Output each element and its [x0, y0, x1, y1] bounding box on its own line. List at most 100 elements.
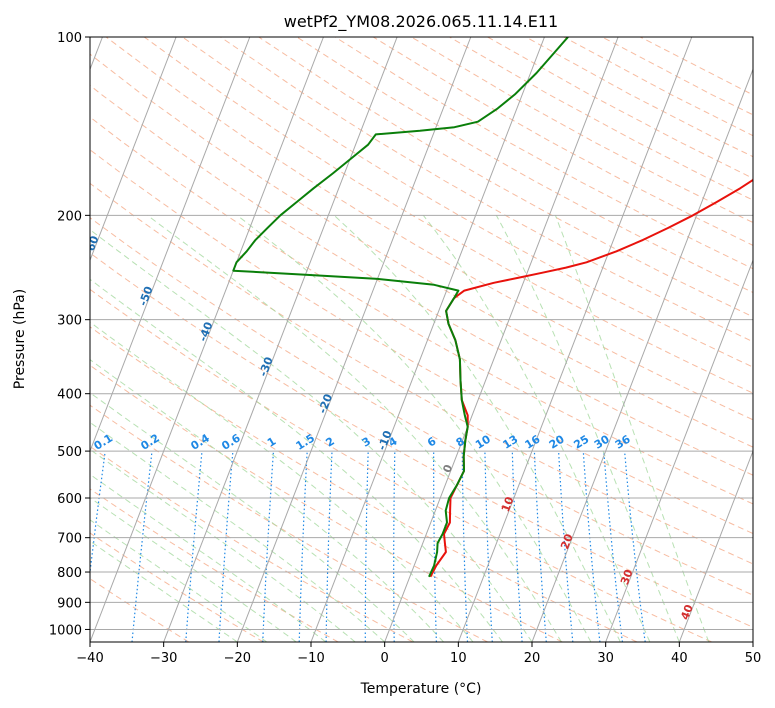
dry-adiabat [90, 326, 638, 642]
x-tick-label: −10 [297, 651, 324, 666]
moist-adiabat [90, 358, 444, 642]
y-tick-label: 400 [57, 388, 82, 403]
isotherm-line [605, 258, 753, 642]
y-tick-label: 800 [57, 566, 82, 581]
mixing-ratio-line [533, 451, 547, 642]
moist-adiabat [90, 497, 297, 642]
x-tick-label: 20 [524, 651, 541, 666]
isotherm-label: 40 [678, 602, 696, 621]
mixing-ratio-label: 0.6 [219, 431, 243, 453]
mixing-ratio-label: 1 [265, 435, 278, 450]
moist-adiabat [90, 540, 238, 642]
isotherm-line [90, 37, 251, 453]
moist-adiabat [554, 215, 710, 642]
background-lines [90, 37, 753, 642]
isotherm-label: 10 [499, 495, 517, 514]
isotherm-line [457, 37, 693, 642]
mixing-ratio-label: 13 [500, 433, 520, 452]
moist-adiabat [147, 214, 562, 642]
dry-adiabat [258, 37, 753, 318]
y-tick-label: 900 [57, 596, 82, 611]
mixing-ratio-line [558, 451, 574, 642]
dry-adiabat [220, 37, 753, 343]
mixing-ratio-line [185, 451, 203, 642]
x-axis-label: Temperature (°C) [360, 681, 482, 697]
y-tick-label: 1000 [49, 623, 82, 638]
dry-adiabat [90, 532, 264, 642]
mixing-ratio-line [603, 451, 623, 642]
isotherm-line [236, 37, 472, 642]
moist-adiabat [422, 214, 651, 642]
dry-adiabat [525, 37, 753, 158]
isotherm-line [163, 37, 398, 642]
dry-adiabat [90, 364, 563, 642]
dry-adiabat [449, 37, 753, 201]
dry-adiabat [90, 53, 753, 448]
mixing-ratio-labels: 0.1 0.2 0.4 0.6 1 1.5 2 3 4 6 8 10 13 16 20 25 30 36 [92, 431, 633, 453]
y-axis-label: Pressure (hPa) [12, 289, 28, 389]
isotherm-label: -70 [28, 184, 47, 208]
isotherm-line [678, 449, 753, 642]
mixing-ratio-line [90, 451, 106, 577]
y-tick-label: 300 [57, 314, 82, 329]
mixing-ratio-label: 16 [523, 432, 543, 451]
x-tick-label: 40 [671, 651, 688, 666]
mixing-ratio-label: 2 [323, 435, 336, 450]
dry-adiabat [334, 37, 753, 270]
isotherm-line [90, 37, 324, 642]
chart-title: wetPf2_YM08.2026.065.11.14.E11 [284, 12, 558, 32]
isotherm-line [384, 37, 619, 642]
dry-adiabat [90, 404, 488, 642]
y-tick-label: 100 [57, 31, 82, 46]
y-tick-label: 200 [57, 209, 82, 224]
x-tick-label: 10 [450, 651, 467, 666]
y-tick-label: 600 [57, 492, 82, 507]
isotherm-line [90, 37, 177, 262]
x-tick-label: −30 [150, 651, 177, 666]
moist-adiabat [495, 215, 680, 642]
mixing-ratio-label: 36 [613, 432, 633, 451]
mixing-ratio-line [582, 451, 601, 642]
mixing-ratio-label: 6 [425, 434, 439, 449]
dry-adiabat [563, 37, 753, 137]
mixing-ratio-label: 0.2 [138, 431, 161, 452]
x-tick-label: 30 [597, 651, 614, 666]
mixing-ratio-label: 30 [592, 432, 612, 451]
moist-adiabat [236, 214, 592, 642]
dry-adiabat [90, 252, 753, 628]
x-axis: −40 −30 −20 −10 0 10 20 30 40 50 [76, 642, 761, 666]
x-tick-label: 50 [745, 651, 762, 666]
moist-adiabat [90, 392, 415, 642]
temperature-profile-line [429, 178, 753, 578]
dry-adiabat [90, 116, 753, 505]
dry-adiabat [640, 37, 753, 96]
isotherm-label: 30 [618, 567, 636, 586]
isotherm-label: 20 [558, 532, 576, 551]
dry-adiabat [90, 182, 753, 565]
dry-adiabat [296, 37, 753, 294]
dry-adiabat [90, 488, 339, 642]
x-tick-label: −40 [76, 651, 103, 666]
moist-adiabat [90, 278, 503, 642]
mixing-ratio-line [393, 451, 396, 642]
moist-adiabat [90, 229, 533, 642]
isotherm-line [531, 67, 753, 642]
mixing-ratio-line [432, 451, 437, 642]
mixing-ratio-label: 1.5 [294, 431, 317, 452]
mixing-ratio-line [461, 451, 469, 642]
mixing-ratio-line [484, 451, 493, 642]
plot-frame [89, 36, 754, 643]
isotherm-label: -60 [82, 234, 101, 258]
dewpoint-profile-line [232, 37, 569, 578]
moist-adiabat [90, 519, 268, 642]
mixing-ratio-line [262, 451, 275, 642]
dry-adiabat [90, 217, 753, 596]
x-tick-label: 0 [381, 651, 389, 666]
dry-adiabat [90, 578, 190, 642]
y-axis: 100 200 300 400 500 600 700 800 900 1000 [49, 31, 90, 638]
mixing-ratio-line [624, 451, 646, 642]
mixing-ratio-label: 3 [360, 435, 373, 450]
y-tick-label: 700 [57, 532, 82, 547]
